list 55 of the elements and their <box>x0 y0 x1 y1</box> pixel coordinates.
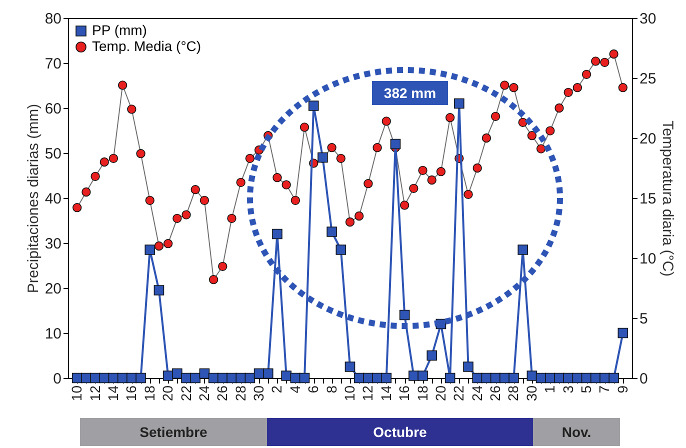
x-tick-label: 30 <box>250 385 267 402</box>
x-tick-label: 10 <box>68 385 85 402</box>
y-axis-title: Precipitaciones diarias (mm) <box>24 104 42 294</box>
y-tick-label: 20 <box>44 280 62 298</box>
x-tick-label: 20 <box>160 385 176 402</box>
y-tick-label: 80 <box>44 10 62 28</box>
x-tick-label: 24 <box>196 385 212 402</box>
x-tick-label: 2 <box>268 385 285 394</box>
x-tick-label: 6 <box>305 385 322 394</box>
legend-label: Temp. Media (°C) <box>92 38 202 54</box>
x-tick-label: 8 <box>323 385 340 394</box>
x-tick-label: 14 <box>104 385 121 402</box>
x-tick-label: 9 <box>614 385 630 394</box>
y2-tick-label: 20 <box>640 130 656 148</box>
y2-tick-label: 30 <box>640 10 656 28</box>
x-tick-label: 26 <box>487 385 504 402</box>
x-tick-label: 22 <box>450 385 467 402</box>
text: Setiembre <box>80 418 267 446</box>
x-tick-label: 30 <box>523 385 540 402</box>
x-tick-label: 28 <box>505 385 522 402</box>
y2-tick-label: 0 <box>640 370 648 388</box>
x-tick-label: 28 <box>232 385 248 402</box>
y2-tick-label: 25 <box>640 70 656 88</box>
x-tick-label: 18 <box>414 385 430 402</box>
x-tick-label: 18 <box>141 385 158 402</box>
y-tick-label: 70 <box>44 56 62 72</box>
x-tick-label: 16 <box>123 385 140 402</box>
y-tick-label: 60 <box>44 100 62 118</box>
x-tick-label: 14 <box>378 385 394 402</box>
y-tick-label: 0 <box>53 370 62 388</box>
x-tick-label: 5 <box>578 385 594 394</box>
legend-label: PP (mm) <box>92 22 147 38</box>
annotation: 382 mm <box>372 81 448 105</box>
x-tick-label: 7 <box>596 385 612 394</box>
x-tick-label: 16 <box>396 385 412 402</box>
x-tick-label: 3 <box>560 385 576 394</box>
text: Octubre <box>267 418 533 446</box>
y-tick-label: 40 <box>44 190 62 208</box>
x-tick-label: 12 <box>360 385 376 402</box>
y2-tick-label: 5 <box>640 310 648 328</box>
text: Nov. <box>533 418 620 446</box>
x-tick-label: 22 <box>178 385 194 402</box>
y2-axis-title: Temperatura diaria (°C) <box>659 120 676 277</box>
y-tick-label: 10 <box>44 326 62 342</box>
y2-tick-label: 10 <box>640 250 656 268</box>
x-tick-label: 26 <box>214 385 230 402</box>
y-tick-label: 30 <box>44 236 62 252</box>
y-tick-label: 50 <box>44 146 62 162</box>
x-tick-label: 10 <box>342 385 358 402</box>
x-tick-label: 20 <box>432 385 448 402</box>
x-tick-label: 12 <box>86 385 103 402</box>
y2-tick-label: 15 <box>640 190 656 208</box>
x-tick-label: 1 <box>542 385 558 394</box>
x-tick-label: 4 <box>286 385 303 394</box>
x-tick-label: 24 <box>468 385 485 402</box>
